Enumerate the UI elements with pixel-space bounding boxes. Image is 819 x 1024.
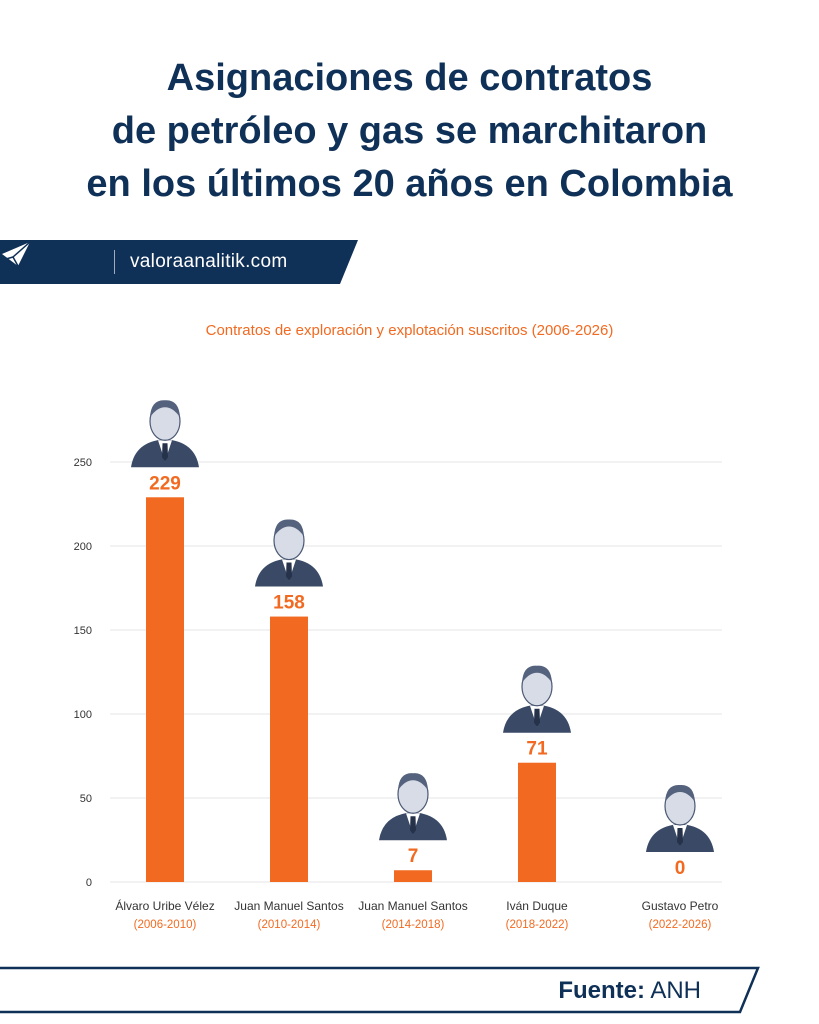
x-category-label: Juan Manuel Santos xyxy=(234,899,343,913)
page-title: Asignaciones de contratos de petróleo y … xyxy=(0,52,819,211)
brand-bar: valoraanalitik.com xyxy=(0,240,358,284)
y-tick-label: 250 xyxy=(74,457,92,469)
y-tick-label: 50 xyxy=(80,793,92,805)
bar xyxy=(270,616,308,882)
x-category-label: Juan Manuel Santos xyxy=(358,899,467,913)
data-label: 7 xyxy=(408,846,419,867)
title-line-2: de petróleo y gas se marchitaron xyxy=(111,110,708,152)
x-period-label: (2022-2026) xyxy=(649,919,712,931)
y-tick-label: 100 xyxy=(74,709,92,721)
chart-title: Contratos de exploración y explotación s… xyxy=(205,322,614,339)
data-label: 0 xyxy=(675,858,686,879)
bar-chart: 0 50 100 150 200 250 229 Álvaro Uribe Vélez (200… xyxy=(74,400,722,931)
x-period-label: (2006-2010) xyxy=(134,919,197,931)
title-line-1: Asignaciones de contratos xyxy=(166,57,653,99)
source-label: Fuente: xyxy=(558,977,645,1004)
brand-bar-background xyxy=(0,240,358,284)
footer-frame xyxy=(0,966,760,1014)
y-tick-label: 0 xyxy=(86,877,92,889)
x-category-label: Gustavo Petro xyxy=(642,899,719,913)
x-period-label: (2018-2022) xyxy=(506,919,569,931)
portrait-icon xyxy=(255,519,323,587)
x-category-label: Iván Duque xyxy=(506,899,568,913)
bar xyxy=(146,497,184,882)
bar xyxy=(394,870,432,882)
brand-site-link[interactable]: valoraanalitik.com xyxy=(130,251,288,272)
title-line-3: en los últimos 20 años en Colombia xyxy=(86,163,733,205)
data-label: 71 xyxy=(526,739,548,760)
data-label: 158 xyxy=(273,593,305,614)
x-period-label: (2010-2014) xyxy=(258,919,321,931)
source-note: Fuente: ANH xyxy=(558,977,701,1005)
y-tick-label: 150 xyxy=(74,625,92,637)
portrait-icon xyxy=(646,784,714,852)
paper-plane-icon xyxy=(2,241,31,267)
bar xyxy=(518,762,556,882)
data-label: 229 xyxy=(149,473,181,494)
y-tick-label: 200 xyxy=(74,541,92,553)
source-value: ANH xyxy=(650,977,701,1004)
x-period-label: (2014-2018) xyxy=(382,919,445,931)
portrait-icon xyxy=(379,773,447,841)
portrait-icon xyxy=(503,665,571,733)
brand-separator xyxy=(114,250,115,274)
portrait-icon xyxy=(131,400,199,468)
x-category-label: Álvaro Uribe Vélez xyxy=(115,898,214,913)
